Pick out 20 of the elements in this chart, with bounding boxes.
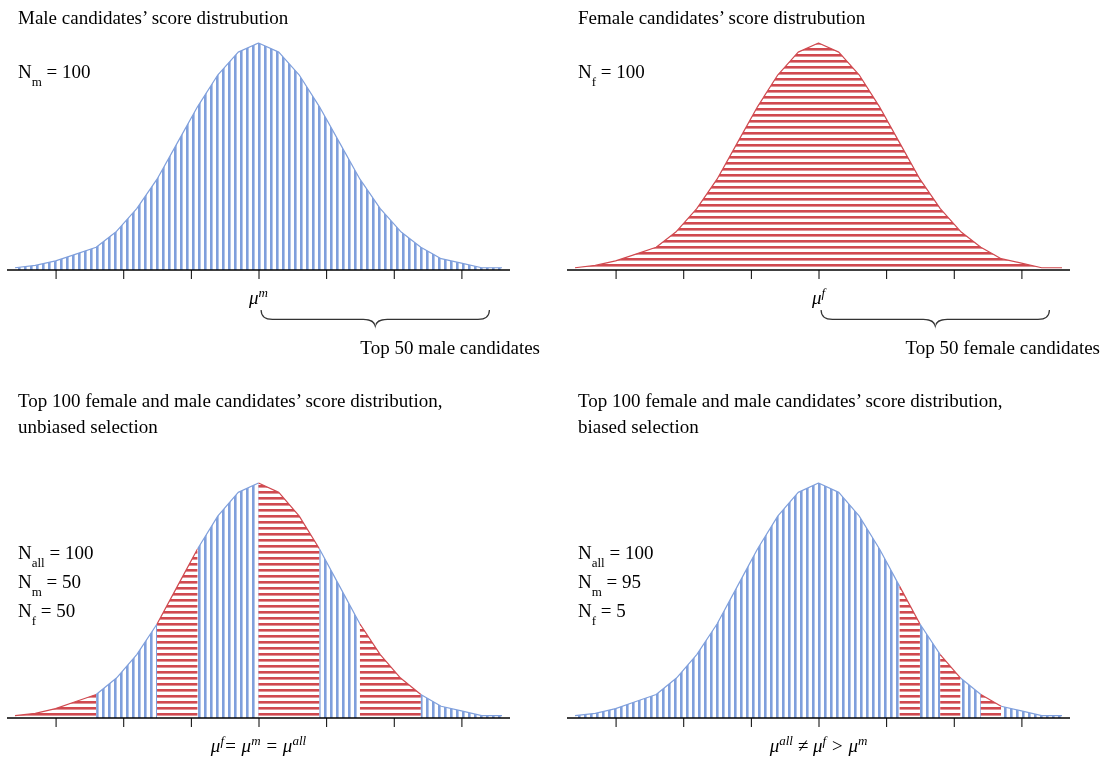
chart-title: Top 100 female and male candidates’ score distribution,: [18, 390, 443, 411]
text: Top 50 female candidates: [905, 337, 1100, 358]
chart-title: Female candidates’ score distrubution: [578, 7, 866, 28]
chart-subtitle: unbiased selection: [18, 416, 159, 437]
annotation: N$_{f}$ = 50: [18, 600, 76, 628]
x-axis-title: μ$^{f}$: [810, 284, 828, 308]
annotation: N$_{m}$ = 95: [578, 571, 642, 599]
chart-title: Male candidates’ score distrubution: [18, 7, 289, 28]
annotation: N$_{f}$ = 5: [578, 600, 626, 628]
x-axis-title: μ$^{f}$= μ$^{m}$ = μ$^{all}$: [209, 732, 307, 756]
annotation: N$_{f}$ = 100: [578, 61, 645, 89]
x-axis-title: μ$^{all}$ ≠ μ$^{f}$ > μ$^{m}$: [768, 732, 868, 756]
annotation: N$_{all}$ = 100: [18, 542, 94, 570]
chart-subtitle: biased selection: [578, 416, 700, 437]
annotation: N$_{m}$ = 100: [18, 61, 91, 89]
x-axis-title: μ$^{m}$: [248, 284, 268, 308]
annotation: N$_{m}$ = 50: [18, 571, 82, 599]
chart-title: Top 100 female and male candidates’ score distribution,: [578, 390, 1003, 411]
annotation: N$_{all}$ = 100: [578, 542, 654, 570]
text: Top 50 male candidates: [360, 337, 540, 358]
